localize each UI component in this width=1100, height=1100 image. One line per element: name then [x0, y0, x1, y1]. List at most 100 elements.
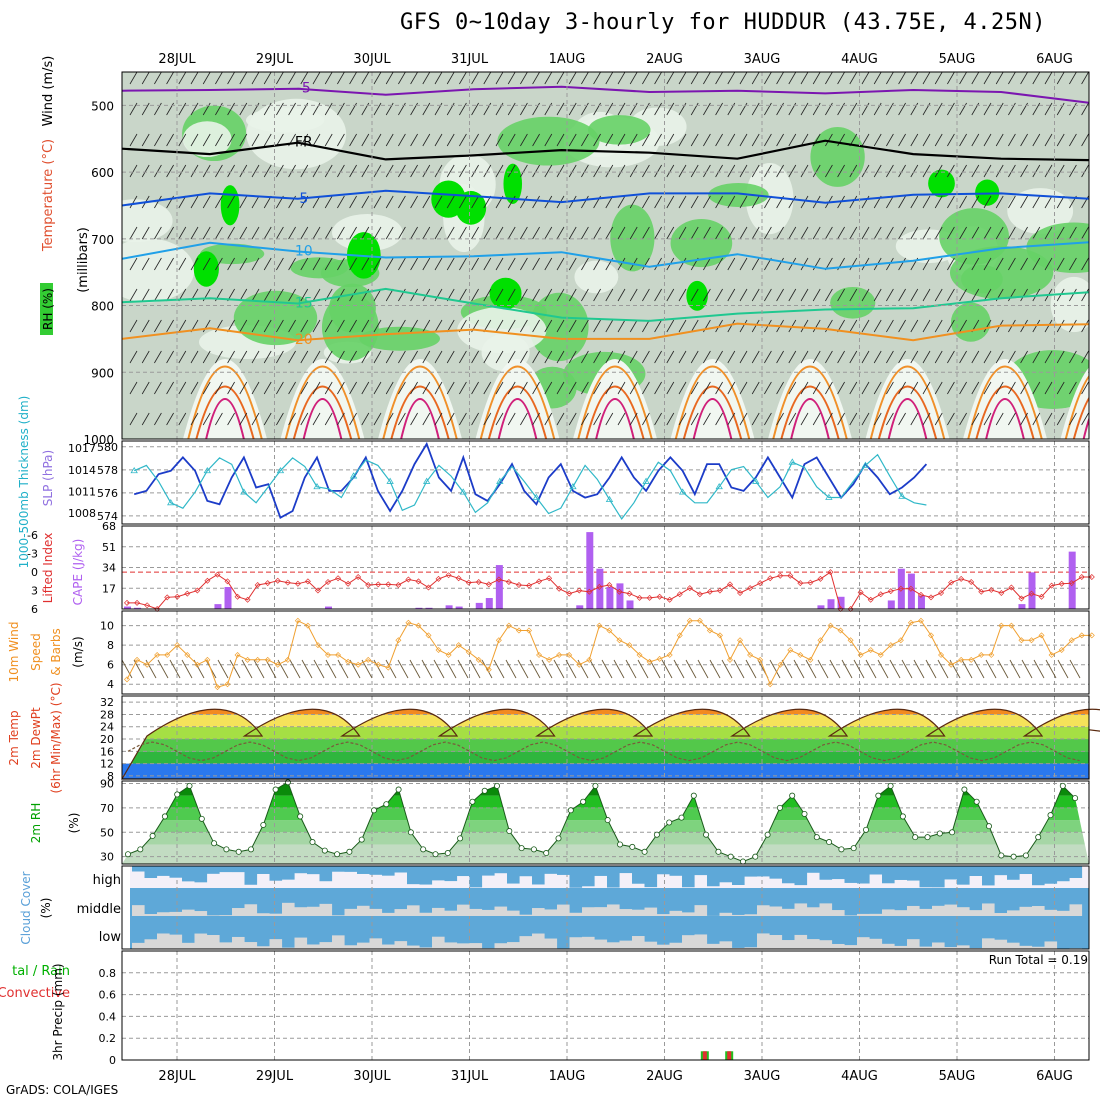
wind-barb — [873, 319, 882, 333]
wind-barb — [507, 412, 516, 426]
wind-speed-point — [174, 642, 181, 649]
wind-barb — [556, 102, 565, 116]
wind-barb — [239, 319, 248, 333]
wind-barb — [288, 381, 296, 395]
lifted-index-point — [867, 596, 874, 603]
cloud-cover-bar — [632, 936, 645, 949]
rh-patch — [1050, 276, 1089, 333]
wind-barb — [251, 133, 260, 147]
lifted-index-point — [716, 587, 723, 594]
date-label-bottom: 28JUL — [158, 1069, 196, 1084]
wind-speed-point — [465, 649, 472, 656]
cloud-cover-bar — [382, 944, 395, 949]
wind-speed-point — [606, 627, 613, 634]
wind-speed-point — [727, 656, 733, 663]
wind-barb — [154, 72, 162, 85]
rh-patch — [610, 204, 655, 272]
wind-barb — [1094, 351, 1100, 363]
wind-barb — [581, 412, 589, 426]
wind-barb-10m — [445, 659, 457, 679]
wind-speed-point — [596, 622, 603, 629]
wind-speed-point — [335, 651, 342, 658]
wind-barb — [995, 72, 1004, 85]
cloud-cover-bar — [907, 939, 920, 949]
ylabel-cloud: Cloud Cover — [19, 871, 33, 944]
wind-barb — [483, 133, 492, 147]
rh-patch — [529, 292, 589, 362]
wind-barb — [678, 319, 687, 333]
slp-tick: 1008 — [68, 507, 96, 520]
wind-barb — [642, 288, 650, 302]
wind-barb — [678, 412, 687, 426]
wind-speed-point — [485, 666, 492, 673]
wind-barb — [825, 288, 833, 302]
wind-barb — [812, 350, 821, 364]
wind-barb — [1020, 164, 1028, 178]
cloud-cover-bar — [432, 936, 445, 949]
cloud-cover-bar — [894, 945, 908, 949]
wind-barb — [910, 164, 919, 178]
cloud-cover-bar — [532, 908, 545, 916]
lifted-index-point — [335, 575, 342, 582]
wind-speed-point — [917, 617, 924, 624]
wind-barb — [947, 164, 955, 178]
wind-barb — [690, 412, 699, 426]
lifted-index-point — [345, 580, 352, 587]
wind-barb — [605, 133, 614, 147]
cloud-cover-bar — [682, 912, 695, 916]
lifted-index-point — [174, 593, 181, 600]
cloud-cover-bar — [707, 866, 720, 887]
slp-tick: 1017 — [68, 442, 96, 455]
wind-barb — [190, 412, 199, 426]
wind-barb — [703, 133, 711, 147]
wind-barb — [1032, 350, 1041, 364]
cold-band — [122, 763, 1089, 779]
cloud-cover-bar — [882, 943, 895, 949]
lifted-index-point — [797, 580, 804, 587]
wind-speed-point — [294, 617, 301, 624]
wind-barb — [495, 226, 504, 240]
date-label-top: 30JUL — [353, 52, 391, 67]
cloud-cover-bar — [969, 910, 983, 916]
wind-speed-point — [928, 632, 934, 639]
lifted-index-point — [485, 581, 492, 588]
rh2m-point — [887, 782, 894, 789]
wind-barb — [581, 381, 589, 395]
wind-barb — [849, 195, 858, 209]
precip-tick: 0.4 — [99, 1010, 117, 1023]
wind-barb — [202, 257, 211, 271]
cloud-cover-bar — [569, 937, 583, 949]
wind-barb — [581, 133, 589, 147]
thickness-marker — [459, 488, 467, 495]
wind-barb — [922, 350, 931, 364]
wind-speed-point — [1008, 622, 1015, 629]
wind-speed-point — [1018, 637, 1025, 644]
wind-barb — [764, 72, 772, 85]
wind-barb — [593, 257, 601, 271]
wind-barb — [1094, 320, 1100, 332]
wind-barb — [568, 288, 577, 302]
cloud-cover-bar — [307, 944, 320, 949]
wind-barb-10m — [433, 659, 445, 679]
date-label-bottom: 5AUG — [939, 1069, 976, 1084]
wind-barb — [239, 195, 248, 209]
wind-barb — [642, 319, 650, 333]
wind-barb — [1008, 350, 1016, 364]
wind-barb — [922, 72, 931, 85]
cloud-divider — [130, 916, 1089, 922]
wind-barb — [995, 164, 1004, 178]
rh2m-point — [653, 831, 660, 838]
date-label-bottom: 1AUG — [549, 1069, 586, 1084]
wind-barb-10m — [505, 659, 517, 679]
wind-barb — [215, 257, 223, 271]
wind-speed-point — [435, 647, 442, 654]
wind-barb — [544, 288, 553, 302]
wind-barb — [1069, 164, 1077, 178]
wind-barb-10m — [397, 659, 409, 679]
wind-speed-point — [867, 647, 874, 654]
lifted-index-tick: 3 — [31, 585, 38, 598]
wind-barb — [751, 257, 760, 271]
wind-speed-point — [827, 622, 834, 629]
cloud-cover-bar — [1032, 946, 1045, 949]
rh2m-point — [457, 835, 464, 842]
